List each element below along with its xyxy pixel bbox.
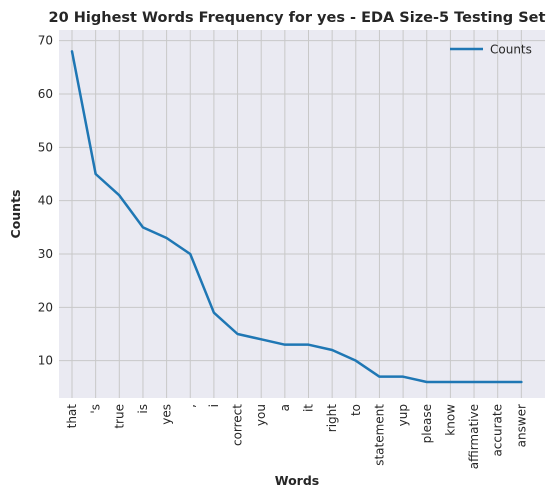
x-tick-label: that — [65, 404, 79, 429]
x-tick-label: yup — [396, 404, 410, 426]
x-tick-label: 's — [89, 404, 103, 414]
grid — [59, 30, 545, 398]
x-axis-ticks: that 's true is yes, i correct you a it right to sta… — [65, 404, 528, 470]
x-tick-label: right — [325, 404, 339, 432]
y-axis-ticks: 10 20 30 40 50 60 70 — [38, 34, 53, 368]
x-tick-label: please — [420, 404, 434, 443]
x-tick-label: i — [207, 404, 221, 407]
y-tick-label: 60 — [38, 87, 53, 101]
x-tick-label: accurate — [491, 404, 505, 457]
x-tick-label: true — [112, 404, 126, 429]
legend-label: Counts — [490, 43, 532, 57]
y-tick-label: 40 — [38, 194, 53, 208]
x-tick-label: know — [443, 404, 457, 436]
y-tick-label: 50 — [38, 140, 53, 154]
x-tick-label: you — [254, 404, 268, 426]
chart-title: 20 Highest Words Frequency for yes - EDA… — [49, 10, 546, 26]
x-tick-label: answer — [514, 404, 528, 447]
x-tick-label: affirmative — [467, 404, 481, 469]
x-tick-label: is — [136, 404, 150, 414]
series-line-counts — [70, 50, 523, 384]
y-axis-label: Counts — [8, 190, 23, 239]
plot-area — [59, 30, 545, 398]
x-tick-label: it — [302, 404, 316, 412]
x-tick-label: to — [349, 404, 363, 416]
y-tick-label: 10 — [38, 354, 53, 368]
x-tick-label: statement — [372, 404, 386, 466]
x-tick-label: yes — [160, 404, 174, 425]
series-group — [70, 50, 523, 384]
x-tick-label: correct — [231, 404, 245, 446]
x-axis-label: Words — [275, 473, 319, 488]
y-tick-label: 30 — [38, 247, 53, 261]
x-tick-label: , — [183, 404, 197, 408]
legend: Counts — [450, 43, 532, 57]
y-tick-label: 20 — [38, 300, 53, 314]
x-tick-label: a — [278, 404, 292, 411]
y-tick-label: 70 — [38, 34, 53, 48]
